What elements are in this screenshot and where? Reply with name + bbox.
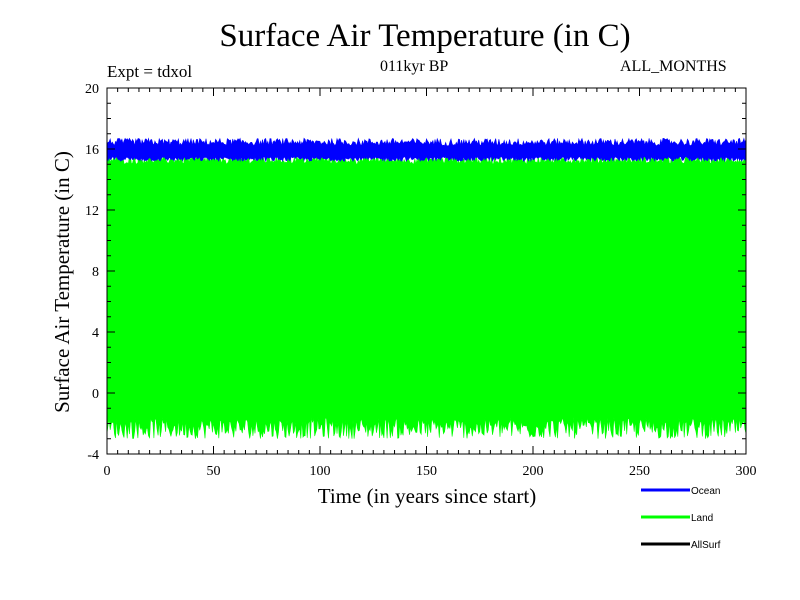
series-layer [106,137,747,439]
y-tick-label: 0 [92,387,99,402]
y-tick-label: 16 [85,143,99,158]
y-tick-label: 20 [85,82,99,97]
x-tick-label: 0 [104,464,111,479]
expt-label: Expt = tdxol [107,62,193,81]
x-axis-label: Time (in years since start) [317,484,537,508]
axis-layer: 0 50 100 150 200 250 300 -4 0 4 8 12 16 20 [85,82,757,479]
chart-title: Surface Air Temperature (in C) [219,18,631,54]
y-tick-label: -4 [87,448,99,463]
legend-label-land: Land [691,513,713,524]
chart-subtitle: 011kyr BP [380,58,449,75]
y-tick-label: 4 [92,326,99,341]
x-tick-label: 50 [207,464,221,479]
series-land-band [106,154,747,439]
legend-label-allsurf: AllSurf [691,540,721,551]
months-label: ALL_MONTHS [620,58,727,75]
x-tick-label: 250 [629,464,650,479]
x-tick-label: 150 [416,464,437,479]
legend: Ocean Land AllSurf [641,486,721,551]
x-tick-label: 200 [523,464,544,479]
y-tick-label: 8 [92,265,99,280]
x-tick-label: 300 [736,464,757,479]
y-tick-label: 12 [85,204,99,219]
x-tick-label: 100 [310,464,331,479]
legend-label-ocean: Ocean [691,486,720,497]
